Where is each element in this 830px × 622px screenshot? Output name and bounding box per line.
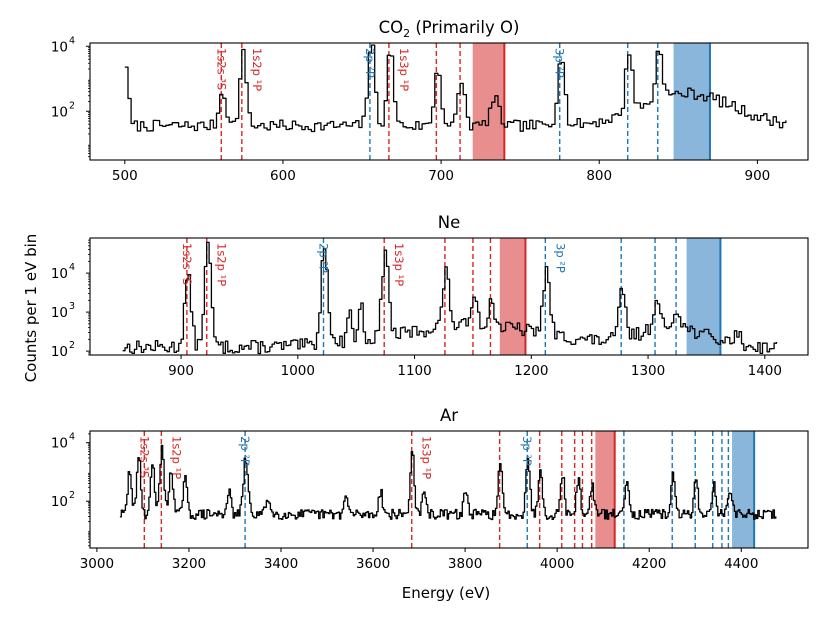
line-label: 3p ²P (553, 48, 567, 78)
y-tick-label: 10 (51, 344, 68, 360)
x-tick-label: 4200 (632, 556, 666, 572)
y-tick-label: 10 (51, 104, 68, 120)
x-tick-label: 900 (168, 363, 194, 379)
x-tick-label: 3400 (264, 556, 298, 572)
panel-title-ar: Ar (440, 406, 458, 425)
panel-co2: 1s2s ³S 1s2p ¹P 2p ²P 1s3p ¹P 3p ²P 500 600 700… (51, 18, 809, 184)
x-tick-label: 600 (270, 168, 296, 184)
line-label: 3p ²P (553, 243, 567, 273)
x-tick-label: 900 (745, 168, 771, 184)
y-tick-label: 10 (51, 305, 68, 321)
y-tick-exponent: 2 (69, 340, 75, 351)
y-tick-exponent: 4 (69, 262, 75, 273)
blue-band-ne (686, 238, 721, 355)
x-tick-label: 1400 (748, 363, 782, 379)
line-label: 2p ²P (238, 436, 252, 466)
shared-y-axis-label: Counts per 1 eV bin (22, 234, 40, 383)
y-tick-exponent: 3 (69, 301, 75, 312)
axes-frame-ar (89, 430, 809, 549)
line-label: 1s2p ¹P (169, 436, 183, 479)
panel-ne: 1s2s ³S 1s2p ¹P 2p ²P 1s3p ¹P 3p ²P 900 1000 11… (51, 213, 809, 379)
line-label: 1s3p ¹P (420, 436, 434, 479)
line-label: 3p ²P (520, 436, 534, 466)
x-tick-label: 3800 (448, 556, 482, 572)
x-tick-label: 3600 (356, 556, 390, 572)
line-label: 1s2s ³S (180, 243, 194, 285)
spectrum-trace-ar (119, 444, 777, 521)
shared-x-axis-label: Energy (eV) (402, 584, 490, 602)
y-tick-exponent: 4 (69, 432, 75, 443)
y-tick-exponent: 2 (69, 100, 75, 111)
line-label: 1s2s ³S (214, 48, 228, 90)
spectrum-trace-co2 (124, 44, 787, 133)
plot-area-ar: 1s2s ³S 1s2p ¹P 2p ²P 1s3p ¹P 3p ²P (119, 431, 777, 548)
line-label: 2p ²P (317, 243, 331, 273)
x-tick-label: 3000 (80, 556, 114, 572)
y-tick-exponent: 4 (69, 35, 75, 46)
x-tick-label: 1300 (631, 363, 665, 379)
panel-ar: 1s2s ³S 1s2p ¹P 2p ²P 1s3p ¹P 3p ²P 3000 3200 3… (51, 406, 809, 572)
axes-frame-ne (89, 237, 809, 356)
x-tick-label: 800 (586, 168, 612, 184)
y-tick-label: 10 (51, 266, 68, 282)
x-tick-label: 4000 (540, 556, 574, 572)
spectrum-trace-ne (122, 241, 778, 355)
plot-area-ne: 1s2s ³S 1s2p ¹P 2p ²P 1s3p ¹P 3p ²P (122, 238, 778, 355)
panel-title-co2: CO2 (Primarily O) (379, 18, 520, 40)
panel-title-ne: Ne (438, 213, 461, 232)
x-tick-label: 1200 (514, 363, 548, 379)
line-label: 1s2p ¹P (250, 48, 264, 91)
x-tick-label: 1100 (397, 363, 431, 379)
blue-band-ar (732, 431, 755, 548)
x-tick-label: 3200 (172, 556, 206, 572)
red-band-co2 (472, 43, 505, 160)
line-label: 1s2s ³S (137, 436, 151, 478)
x-tick-label: 700 (428, 168, 454, 184)
y-tick-label: 10 (51, 39, 68, 55)
line-label: 1s3p ¹P (397, 48, 411, 91)
line-label: 1s2p ¹P (215, 243, 229, 286)
plot-area-co2: 1s2s ³S 1s2p ¹P 2p ²P 1s3p ¹P 3p ²P (124, 43, 787, 160)
x-tick-label: 1000 (281, 363, 315, 379)
blue-band-co2 (673, 43, 710, 160)
line-label: 1s3p ¹P (392, 243, 406, 286)
y-tick-label: 10 (51, 436, 68, 452)
red-band-ar (595, 431, 615, 548)
y-tick-label: 10 (51, 494, 68, 510)
line-label: 2p ²P (363, 48, 377, 78)
red-band-ne (499, 238, 526, 355)
x-tick-label: 4400 (724, 556, 758, 572)
y-tick-exponent: 2 (69, 490, 75, 501)
x-tick-label: 500 (112, 168, 138, 184)
